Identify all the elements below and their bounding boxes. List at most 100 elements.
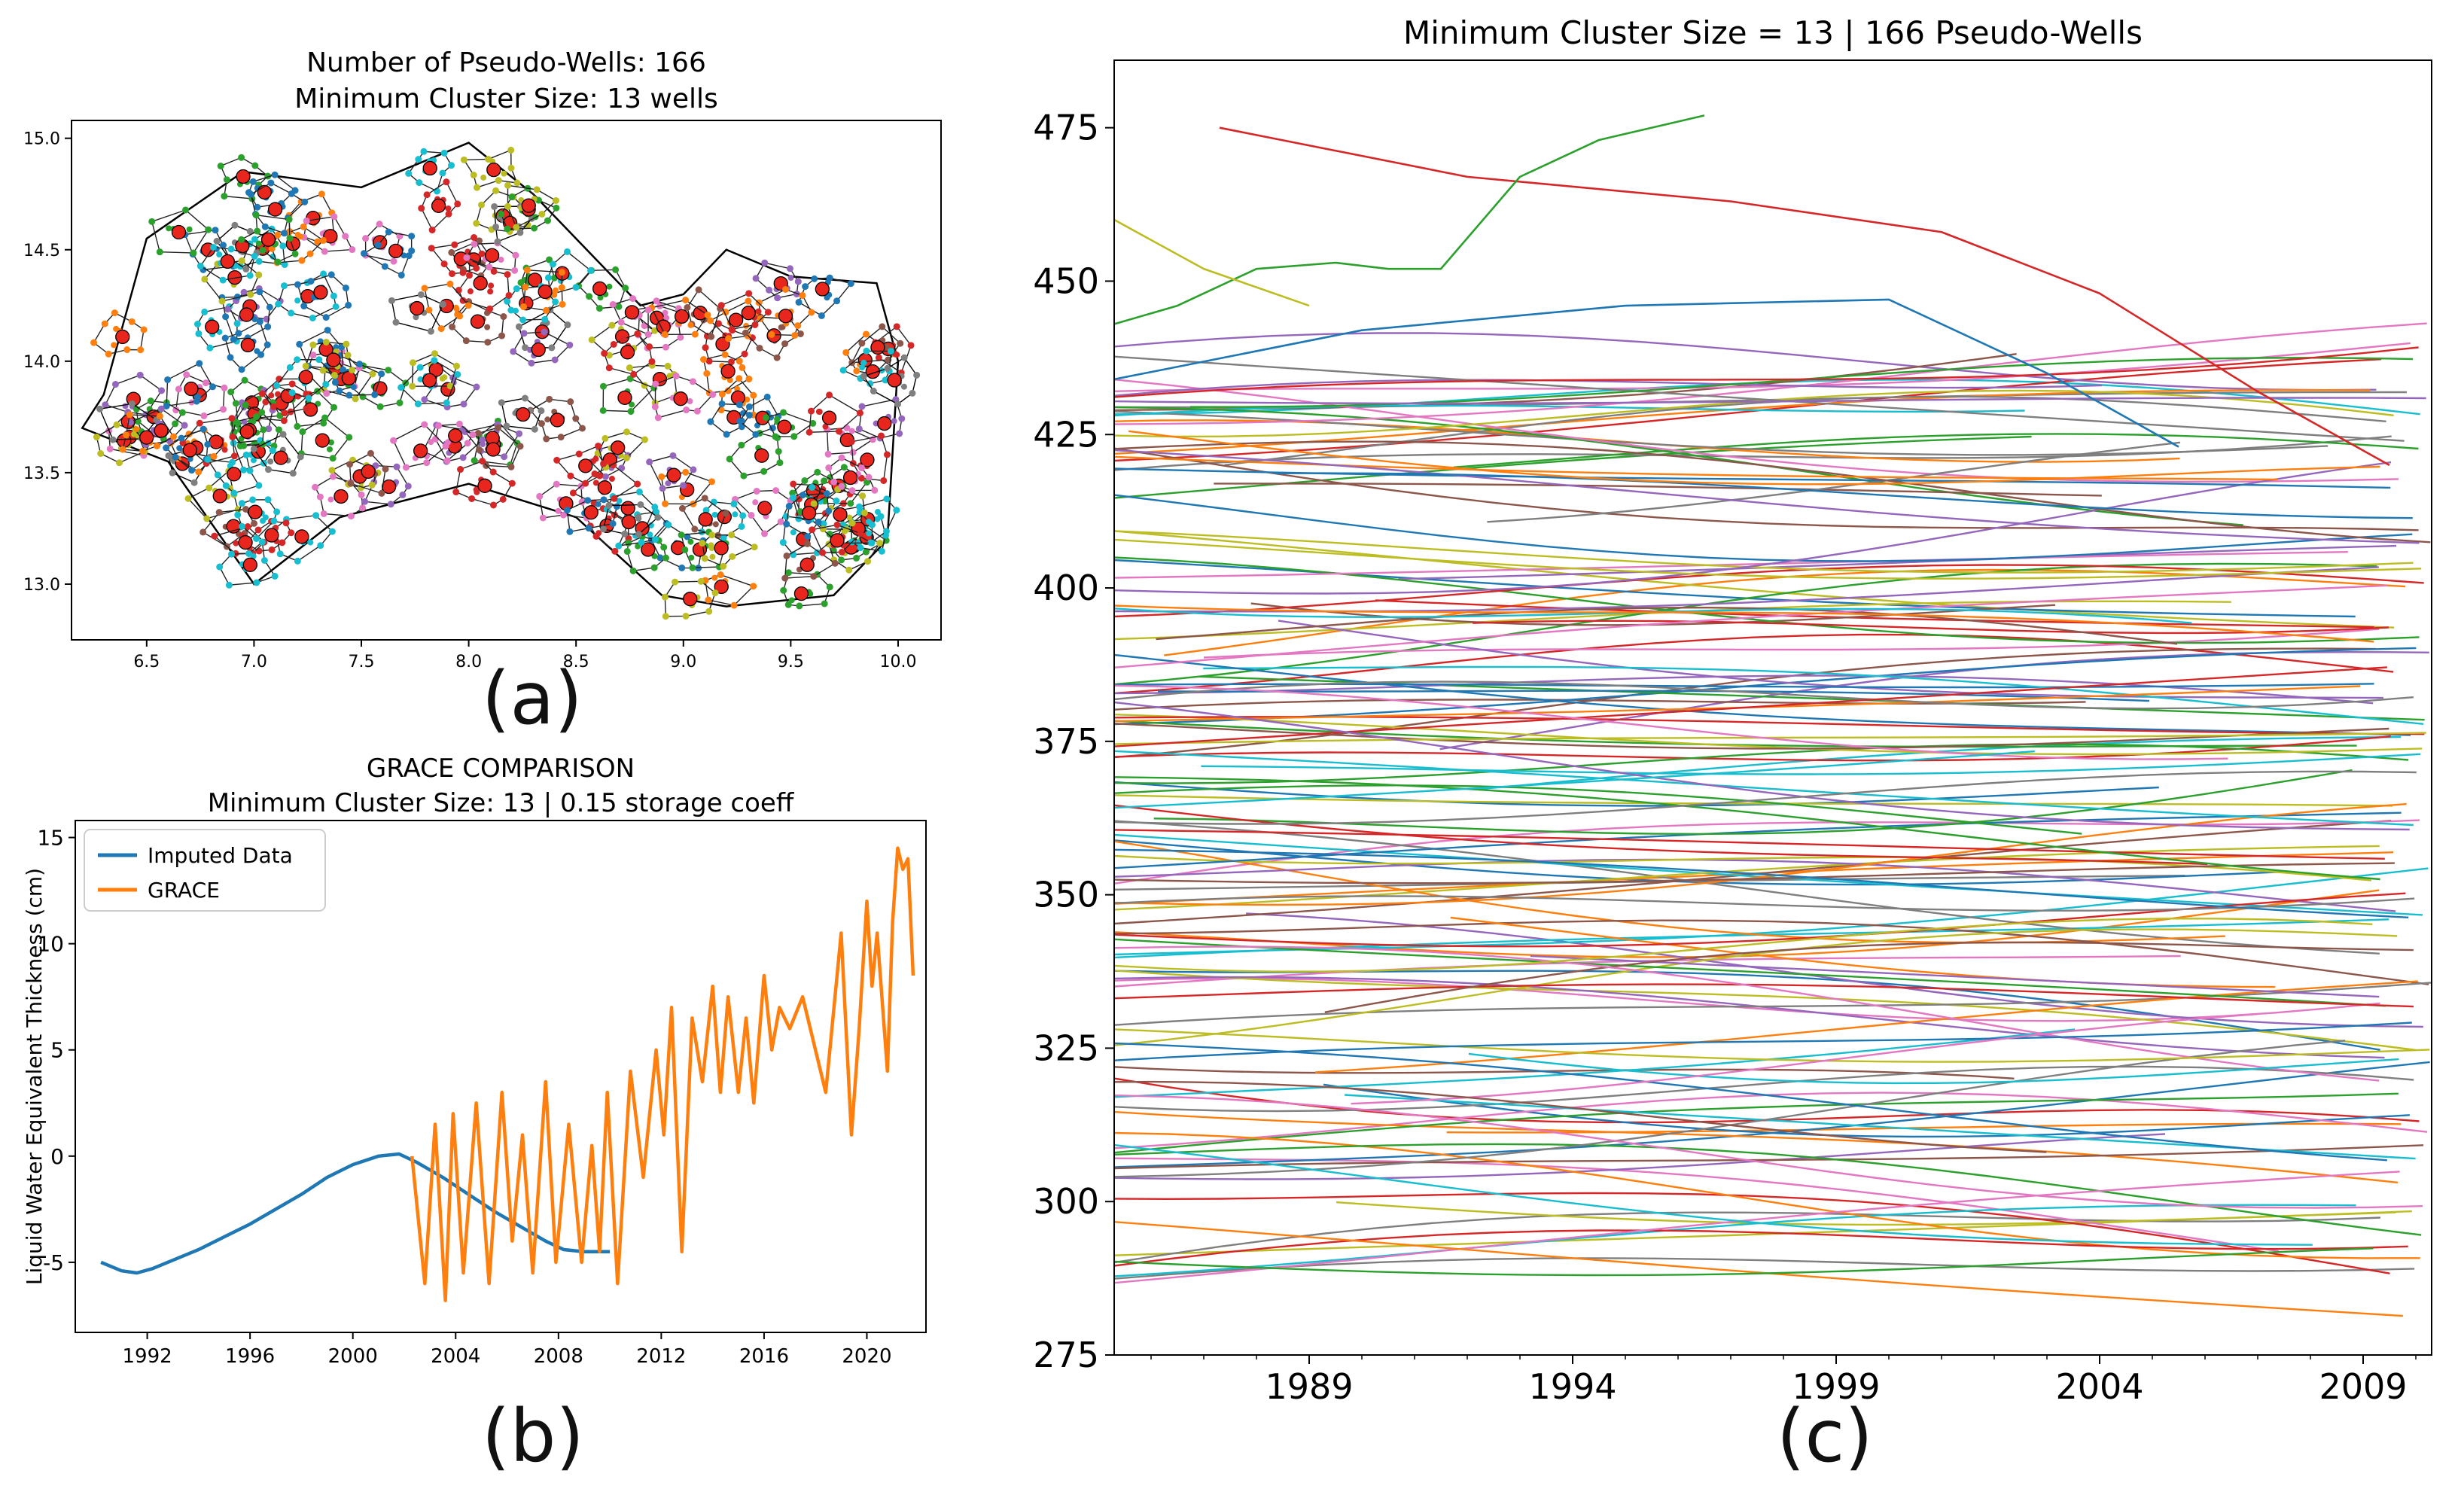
well-point — [105, 350, 112, 358]
well-point — [865, 473, 873, 481]
well-point — [795, 515, 803, 522]
well-point — [697, 577, 705, 585]
well-point — [745, 403, 753, 410]
well-point — [251, 316, 258, 323]
pseudo-well-series — [1114, 983, 2414, 1008]
x-tick-label: 2004 — [431, 1345, 480, 1368]
well-point — [773, 354, 781, 361]
well-point — [474, 429, 482, 437]
well-point — [428, 227, 436, 234]
well-point — [385, 367, 392, 374]
pseudo-well-series — [1214, 483, 2102, 497]
well-point — [544, 416, 551, 423]
well-point — [238, 257, 245, 265]
y-tick-label: 10 — [37, 932, 64, 957]
well-point — [708, 333, 715, 340]
well-point — [708, 478, 715, 486]
well-point — [714, 320, 722, 327]
well-point — [741, 350, 748, 358]
well-point — [374, 241, 382, 248]
pseudo-well-centroid — [238, 534, 253, 550]
well-point — [156, 248, 163, 256]
well-point — [860, 373, 867, 380]
pseudo-well-series — [1114, 811, 2402, 869]
well-point — [724, 387, 732, 394]
cluster — [806, 391, 863, 436]
well-point — [691, 330, 699, 338]
well-point — [699, 540, 706, 547]
well-point — [678, 504, 686, 512]
pseudo-well-centroid — [538, 284, 553, 300]
well-point — [273, 382, 281, 389]
well-point — [736, 358, 743, 365]
well-point — [781, 340, 789, 348]
well-point — [546, 395, 553, 403]
well-point — [255, 271, 263, 279]
well-point — [433, 187, 440, 195]
well-point — [564, 321, 571, 329]
well-point — [552, 298, 559, 306]
well-point — [229, 433, 236, 440]
well-point — [206, 484, 213, 492]
well-point — [878, 432, 885, 440]
well-point — [860, 359, 867, 366]
well-point — [650, 564, 658, 571]
well-point — [267, 179, 275, 187]
well-point — [582, 480, 589, 487]
well-point — [300, 223, 307, 230]
well-point — [449, 323, 456, 330]
cluster — [201, 257, 263, 305]
well-point — [232, 400, 239, 407]
pseudo-well-series — [1114, 735, 2391, 762]
well-point — [566, 528, 574, 535]
well-point — [848, 519, 856, 527]
well-point — [543, 435, 550, 443]
well-point — [396, 399, 404, 406]
well-point — [133, 426, 140, 433]
well-point — [349, 246, 356, 254]
well-point — [626, 364, 633, 372]
cluster — [661, 577, 719, 620]
well-point — [810, 500, 818, 507]
pseudo-well-centroid — [617, 390, 632, 405]
pseudo-well-series — [1114, 770, 2417, 825]
well-point — [439, 169, 446, 177]
well-point — [326, 446, 333, 452]
well-point — [783, 552, 790, 559]
pseudo-well-series — [1114, 653, 2411, 736]
well-point — [880, 477, 888, 484]
cluster — [163, 360, 216, 410]
cluster — [700, 351, 753, 397]
well-point — [629, 295, 637, 303]
x-tick-label: 1989 — [1265, 1366, 1353, 1407]
pseudo-well-centroid — [486, 162, 501, 178]
pseudo-well-series — [1114, 1110, 2399, 1184]
well-point — [711, 574, 718, 581]
well-point — [847, 500, 854, 507]
well-point — [601, 349, 608, 357]
well-point — [753, 488, 760, 495]
well-point — [787, 275, 794, 282]
well-point — [246, 227, 254, 235]
well-point — [431, 357, 438, 364]
well-point — [528, 359, 535, 367]
well-point — [567, 472, 574, 480]
well-point — [235, 420, 242, 427]
well-point — [305, 394, 312, 402]
well-point — [187, 455, 193, 462]
well-point — [96, 405, 104, 413]
pseudo-well-centroid — [294, 529, 309, 544]
pseudo-well-centroid — [205, 319, 220, 334]
pseudo-well-series — [1114, 867, 2429, 956]
well-point — [611, 547, 619, 555]
cluster — [646, 452, 697, 492]
well-point — [378, 370, 385, 378]
well-point — [140, 326, 148, 333]
well-point — [602, 434, 609, 442]
x-tick-label: 2020 — [842, 1345, 891, 1368]
well-point — [815, 518, 822, 525]
well-point — [709, 391, 717, 398]
well-point — [717, 302, 725, 309]
well-point — [247, 190, 254, 198]
well-point — [423, 459, 431, 467]
